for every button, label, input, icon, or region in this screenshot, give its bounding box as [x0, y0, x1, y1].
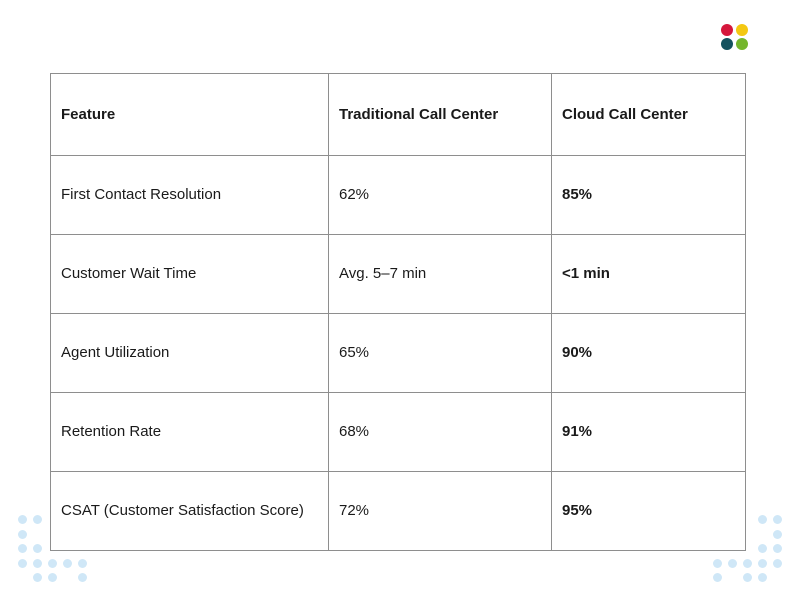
decorative-dot [743, 558, 752, 568]
decorative-dot [773, 515, 782, 524]
feature-cell: Retention Rate [50, 392, 329, 472]
decorative-dot [773, 558, 782, 568]
decorative-dot [18, 544, 27, 553]
table-row: CSAT (Customer Satisfaction Score) 72% 9… [50, 471, 746, 551]
traditional-cell: 62% [328, 155, 552, 235]
feature-cell: Customer Wait Time [50, 234, 329, 314]
feature-cell: CSAT (Customer Satisfaction Score) [50, 471, 329, 551]
table-row: Agent Utilization 65% 90% [50, 313, 746, 393]
decorative-dot [713, 573, 722, 582]
col-header-traditional: Traditional Call Center [328, 73, 552, 156]
comparison-table: Feature Traditional Call Center Cloud Ca… [50, 73, 746, 551]
cloud-cell: <1 min [551, 234, 746, 314]
decorative-dot [33, 544, 42, 553]
traditional-cell: Avg. 5–7 min [328, 234, 552, 314]
logo-dot-teal [721, 38, 733, 50]
decorative-dot [773, 529, 782, 539]
traditional-cell: 72% [328, 471, 552, 551]
table-row: Customer Wait Time Avg. 5–7 min <1 min [50, 234, 746, 314]
table-header-row: Feature Traditional Call Center Cloud Ca… [50, 73, 746, 156]
decorative-dot [78, 558, 87, 568]
decorative-dot [48, 573, 57, 582]
traditional-cell: 65% [328, 313, 552, 393]
table-row: First Contact Resolution 62% 85% [50, 155, 746, 235]
decorative-dot [18, 529, 27, 539]
decorative-dot [743, 573, 752, 582]
cloud-cell: 85% [551, 155, 746, 235]
decorative-dot [758, 573, 767, 582]
cloud-cell: 95% [551, 471, 746, 551]
decorative-dot [773, 544, 782, 553]
cloud-cell: 91% [551, 392, 746, 472]
logo-dot-yellow [736, 24, 748, 36]
col-header-cloud: Cloud Call Center [551, 73, 746, 156]
decorative-dot [758, 558, 767, 568]
col-header-feature: Feature [50, 73, 329, 156]
table-row: Retention Rate 68% 91% [50, 392, 746, 472]
cloud-cell: 90% [551, 313, 746, 393]
decorative-dot [78, 573, 87, 582]
logo-dot-green [736, 38, 748, 50]
brand-logo [721, 24, 749, 52]
decorative-dot [33, 558, 42, 568]
decorative-dot [33, 515, 42, 524]
decorative-dot [728, 558, 737, 568]
feature-cell: First Contact Resolution [50, 155, 329, 235]
feature-cell: Agent Utilization [50, 313, 329, 393]
logo-dot-red [721, 24, 733, 36]
traditional-cell: 68% [328, 392, 552, 472]
decorative-dot [758, 515, 767, 524]
decorative-dot [18, 558, 27, 568]
decorative-dot [713, 558, 722, 568]
decorative-dot [48, 558, 57, 568]
decorative-dot [63, 558, 72, 568]
decorative-dot [33, 573, 42, 582]
decorative-dot [758, 544, 767, 553]
decorative-dot [18, 515, 27, 524]
